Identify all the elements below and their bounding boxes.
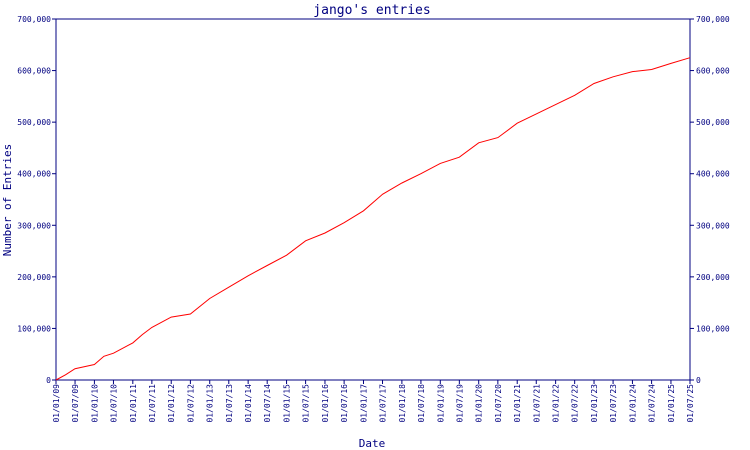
y-tick-label-right: 700,000: [696, 15, 730, 24]
x-tick-label: 01/01/10: [90, 384, 99, 423]
x-tick-label: 01/07/11: [148, 384, 157, 423]
y-tick-label-right: 600,000: [696, 67, 730, 76]
x-tick-label: 01/07/09: [71, 384, 80, 423]
x-tick-label: 01/01/21: [513, 384, 522, 423]
x-tick-label: 01/01/16: [321, 384, 330, 423]
plot-frame: [55, 18, 691, 381]
x-tick-label: 01/07/14: [263, 384, 272, 423]
x-tick-label: 01/07/25: [686, 384, 695, 423]
y-tick-label-left: 600,000: [17, 67, 51, 76]
y-tick-label-left: 400,000: [17, 170, 51, 179]
y-tick-label-right: 200,000: [696, 273, 730, 282]
y-axis-right: 0 100,000 200,000 300,000 400,000 500,000 600,…: [690, 15, 730, 385]
x-tick-label: 01/01/09: [52, 384, 61, 423]
x-tick-label: 01/07/21: [532, 384, 541, 423]
x-tick-label: 01/01/23: [590, 384, 599, 423]
y-tick-label-left: 100,000: [17, 324, 51, 333]
chart-title: jango's entries: [313, 3, 430, 18]
y-tick-label-right: 300,000: [696, 221, 730, 230]
y-tick-label-left: 300,000: [17, 221, 51, 230]
y-tick-label-right: 100,000: [696, 324, 730, 333]
x-axis: 01/01/09 01/07/09 01/01/10 01/07/10 01/01/11…: [52, 380, 695, 423]
x-tick-label: 01/07/24: [648, 384, 657, 423]
y-tick-label-left: 700,000: [17, 15, 51, 24]
x-axis-title: Date: [359, 437, 386, 450]
y-tick-label-left: 200,000: [17, 273, 51, 282]
x-tick-label: 01/01/15: [283, 384, 292, 423]
x-tick-label: 01/07/13: [225, 384, 234, 423]
x-tick-label: 01/07/19: [455, 384, 464, 423]
x-tick-label: 01/07/23: [609, 384, 618, 423]
x-tick-label: 01/01/12: [167, 384, 176, 423]
x-tick-label: 01/07/15: [302, 384, 311, 423]
y-tick-label-right: 400,000: [696, 170, 730, 179]
x-tick-label: 01/07/10: [109, 384, 118, 423]
y-axis-title: Number of Entries: [1, 144, 14, 257]
x-tick-label: 01/07/22: [571, 384, 580, 423]
x-tick-label: 01/01/18: [398, 384, 407, 423]
x-tick-label: 01/07/18: [417, 384, 426, 423]
x-tick-label: 01/01/14: [244, 384, 253, 423]
x-tick-label: 01/01/22: [552, 384, 561, 423]
x-tick-label: 01/07/20: [494, 384, 503, 423]
x-tick-label: 01/01/17: [359, 384, 368, 423]
x-tick-label: 01/07/12: [186, 384, 195, 423]
x-tick-label: 01/01/20: [475, 384, 484, 423]
x-tick-label: 01/01/11: [129, 384, 138, 423]
x-tick-label: 01/01/24: [628, 384, 637, 423]
y-axis-left: 0 100,000 200,000 300,000 400,000 500,000 600,…: [17, 15, 56, 385]
x-tick-label: 01/01/25: [667, 384, 676, 423]
x-tick-label: 01/07/17: [379, 384, 388, 423]
y-tick-label-left: 500,000: [17, 118, 51, 127]
x-tick-label: 01/01/13: [206, 384, 215, 423]
x-tick-label: 01/07/16: [340, 384, 349, 423]
x-tick-label: 01/01/19: [436, 384, 445, 423]
series-line: [55, 57, 691, 381]
y-tick-label-right: 500,000: [696, 118, 730, 127]
y-tick-label-left: 0: [46, 376, 51, 385]
y-tick-label-right: 0: [696, 376, 701, 385]
